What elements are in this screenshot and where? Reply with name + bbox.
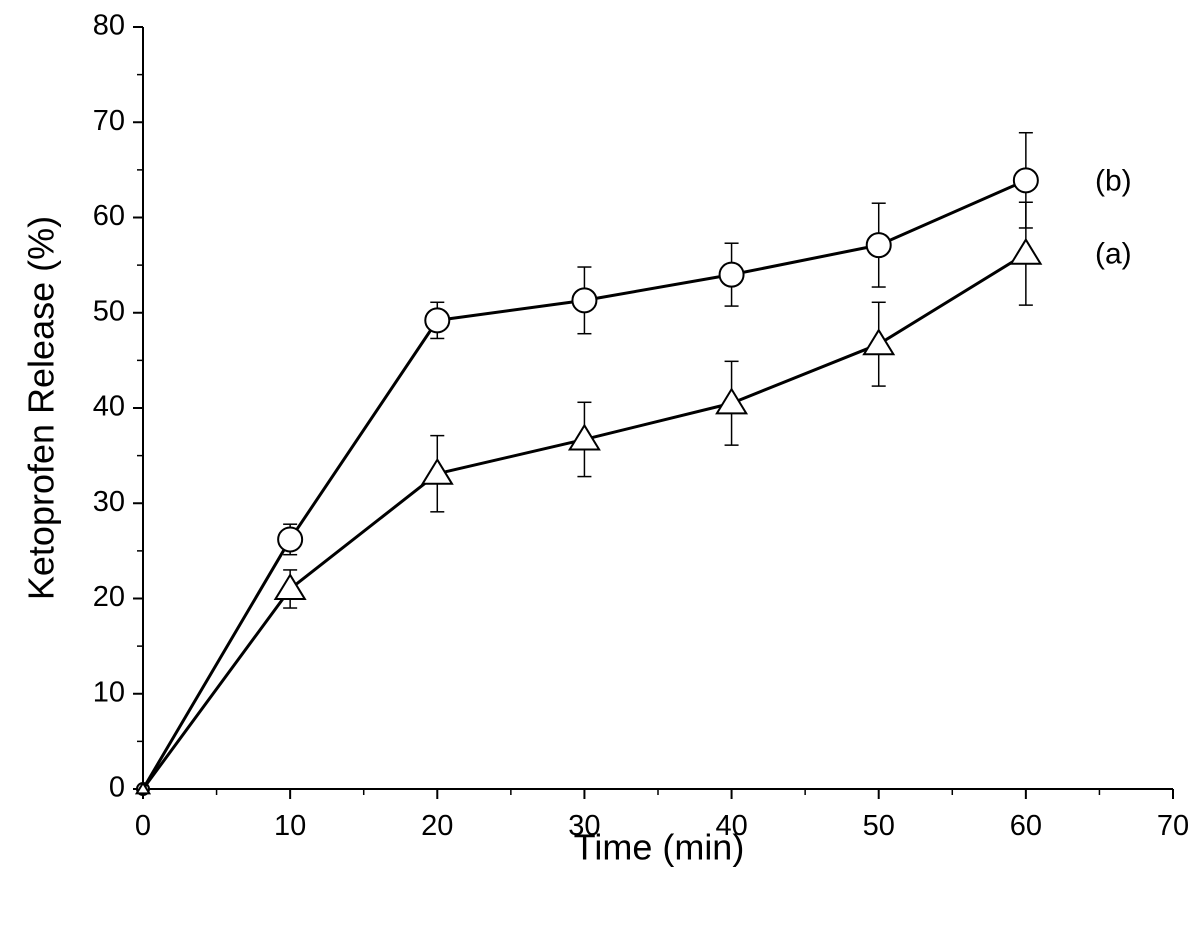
y-tick-label: 0: [109, 772, 125, 804]
series-layer: (b) (a): [134, 131, 1132, 796]
data-point-triangle: [862, 328, 896, 356]
x-tick-label: 50: [863, 810, 895, 842]
series-label: (a): [1095, 238, 1132, 271]
data-point-triangle: [567, 423, 601, 451]
y-tick-label: 60: [93, 200, 125, 232]
x-tick-label: 40: [715, 810, 747, 842]
data-point-circle: [718, 261, 745, 288]
x-tick-label: 60: [1010, 810, 1042, 842]
x-tick-label: 0: [135, 810, 151, 842]
x-tick-label: 20: [421, 810, 453, 842]
y-tick-label: 40: [93, 391, 125, 423]
y-axis-title: Ketoprofen Release (%): [21, 216, 62, 600]
data-point-circle: [277, 526, 304, 553]
axes: 0 10 20 30 40 50 60 70 0 10 20 30 40 50 60 70 80: [93, 10, 1189, 842]
y-tick-label: 70: [93, 105, 125, 137]
data-point-triangle: [134, 781, 152, 795]
y-tick-label: 20: [93, 581, 125, 613]
data-point-triangle: [273, 573, 307, 601]
data-point-triangle: [420, 457, 454, 485]
data-point-circle: [424, 307, 451, 334]
x-tick-label: 70: [1157, 810, 1189, 842]
y-tick-label: 30: [93, 486, 125, 518]
data-point-circle: [865, 232, 892, 259]
x-tick-label: 10: [274, 810, 306, 842]
data-point-circle: [571, 287, 598, 314]
data-point-triangle: [1009, 237, 1043, 265]
data-point-triangle: [715, 387, 749, 415]
y-tick-label: 50: [93, 295, 125, 327]
series-2: (a): [134, 201, 1132, 795]
y-tick-label: 80: [93, 10, 125, 42]
x-axis-title: Time (min): [574, 826, 745, 867]
series-label: (b): [1095, 164, 1132, 197]
series-1: (b): [136, 131, 1132, 796]
y-tick-label: 10: [93, 676, 125, 708]
x-tick-label: 30: [568, 810, 600, 842]
data-point-circle: [1012, 167, 1039, 194]
